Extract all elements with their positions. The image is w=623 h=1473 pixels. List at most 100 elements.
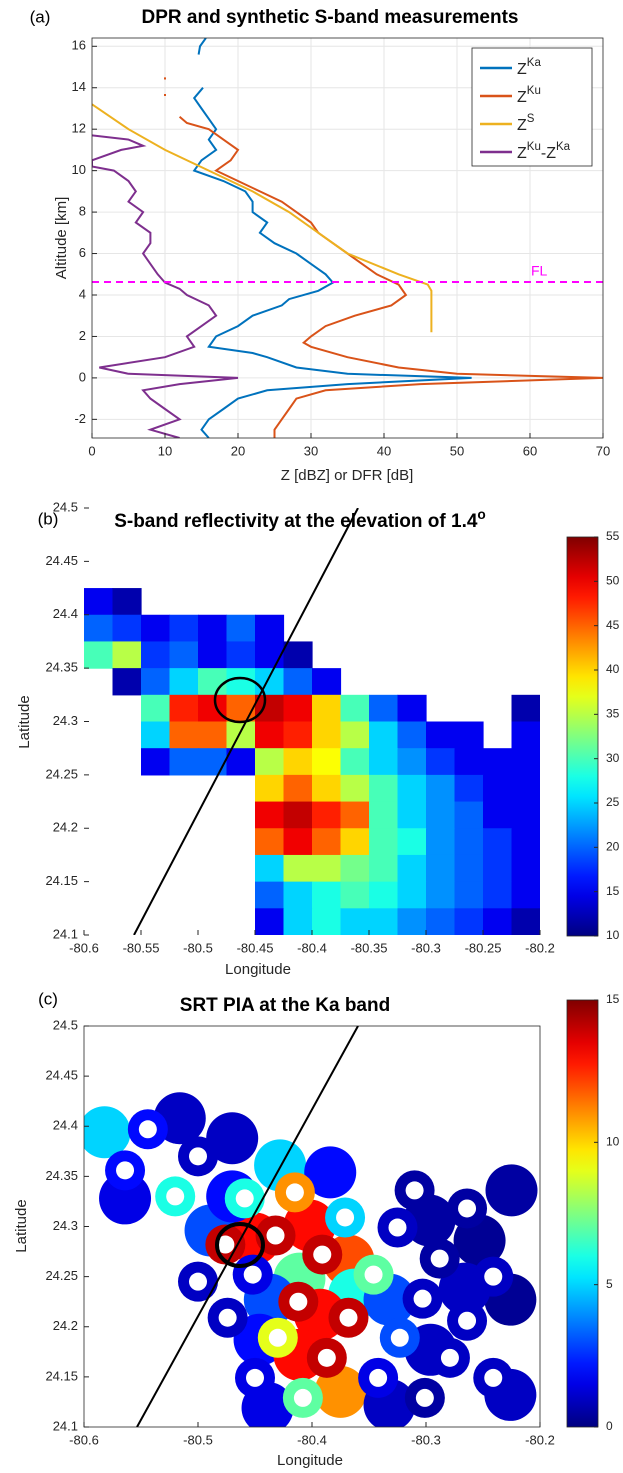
y-tick-label: 24.25 [45, 766, 78, 781]
heatmap-cell [255, 721, 285, 749]
heatmap-cell [483, 908, 513, 935]
y-tick-label: 24.3 [53, 1218, 78, 1233]
y-tick-label: 24.25 [45, 1268, 78, 1283]
panel-label: (b) [38, 509, 59, 528]
x-tick-label: -80.2 [525, 940, 555, 955]
x-tick-label: -80.35 [351, 940, 388, 955]
heatmap-cell [340, 908, 370, 935]
heatmap-cell [283, 801, 313, 829]
x-tick-label: -80.6 [69, 940, 99, 955]
heatmap-cell [369, 694, 399, 723]
heatmap-cell [340, 881, 370, 909]
heatmap-cell [312, 668, 342, 696]
dpr-footprint [213, 676, 267, 724]
footprint-center [138, 1120, 157, 1139]
colorbar-tick-label: 10 [606, 928, 620, 942]
footprint-center [405, 1181, 424, 1200]
freezing-level-label: FL [531, 263, 548, 279]
heatmap-cell [112, 614, 142, 643]
x-tick-label: -80.5 [183, 1432, 213, 1447]
heatmap-cell [255, 828, 285, 856]
heatmap-cell [198, 668, 228, 696]
heatmap-cell [426, 774, 456, 803]
heatmap-cell [198, 721, 228, 749]
footprint-disc [304, 1146, 357, 1199]
heatmap-cell [169, 694, 199, 723]
y-axis-label: Altitude [km] [53, 197, 70, 280]
dpr-overlay [133, 508, 359, 1427]
superscript: Ku [527, 141, 541, 153]
heatmap-cell [141, 641, 171, 669]
footprint-center [216, 1235, 235, 1254]
footprint-center [218, 1308, 237, 1327]
series-line [92, 134, 239, 438]
heatmap-cell [226, 641, 256, 669]
footprint-disc [485, 1164, 538, 1217]
footprint-center [166, 1187, 185, 1206]
y-tick-label: 24.45 [45, 553, 78, 568]
y-tick-label: 14 [72, 79, 86, 94]
y-tick-label: 24.45 [45, 1068, 78, 1083]
colorbar-tick-label: 40 [606, 662, 620, 676]
heatmap-cell [483, 801, 513, 829]
colorbar-tick-label: 35 [606, 707, 620, 721]
heatmap-cell [511, 801, 540, 829]
heatmap-cell [255, 668, 285, 696]
y-tick-label: 16 [72, 38, 86, 53]
footprint-center [289, 1292, 308, 1311]
footprint-center [243, 1265, 262, 1284]
heatmap-cell [226, 694, 256, 723]
heatmap-cell [426, 721, 456, 749]
heatmap-cell [340, 801, 370, 829]
heatmap-cell [483, 774, 513, 803]
heatmap-cell [369, 908, 399, 935]
x-tick-label: 60 [523, 443, 537, 458]
footprint-center [268, 1328, 287, 1347]
y-tick-label: 4 [79, 286, 86, 301]
heatmap-cell [369, 881, 399, 909]
heatmap-cell [511, 881, 540, 909]
y-tick-label: 24.15 [45, 873, 78, 888]
heatmap-cell [369, 774, 399, 803]
heatmap-cell [426, 748, 456, 776]
x-tick-label: -80.5 [183, 940, 213, 955]
text-part: Z [517, 89, 527, 106]
heatmap-cell [312, 774, 342, 803]
heatmap-cell [397, 828, 427, 856]
heatmap-cell [483, 748, 513, 776]
heatmap-cell [283, 908, 313, 935]
heatmap-cell [283, 881, 313, 909]
y-tick-label: 24.1 [53, 926, 78, 941]
heatmap-cell [369, 748, 399, 776]
heatmap-cell [255, 774, 285, 803]
footprint-center [369, 1368, 388, 1387]
colorbar-tick-label: 50 [606, 574, 620, 588]
heatmap-cell [283, 668, 313, 696]
heatmap-cell [198, 694, 228, 723]
heatmap-cell [283, 694, 313, 723]
footprint-center [364, 1265, 383, 1284]
heatmap-cell [255, 801, 285, 829]
x-tick-label: 30 [304, 443, 318, 458]
heatmap-cell [397, 801, 427, 829]
heatmap-cell [397, 881, 427, 909]
heatmap-cell [511, 908, 540, 935]
colorbar-tick-label: 25 [606, 795, 620, 809]
heatmap-cell [369, 828, 399, 856]
heatmap-cell [340, 774, 370, 803]
heatmap-cell [397, 908, 427, 935]
series-line [164, 77, 603, 438]
footprint-disc [314, 1365, 367, 1418]
y-tick-label: 24.1 [53, 1418, 78, 1433]
footprint-disc [84, 1106, 131, 1159]
footprint-center [246, 1368, 264, 1387]
heatmap-cell [511, 774, 540, 803]
heatmap-cell [283, 748, 313, 776]
heatmap-cell [511, 721, 540, 749]
heatmap-cell [312, 748, 342, 776]
heatmap-cell [226, 614, 256, 643]
x-tick-label: -80.3 [411, 1432, 441, 1447]
footprint-center [293, 1388, 312, 1407]
panel: -80.6 -80.55 -80.5 -80.45 -80.4 -80.35 -80.3 -8… [16, 499, 620, 978]
heatmap-cell [312, 721, 342, 749]
